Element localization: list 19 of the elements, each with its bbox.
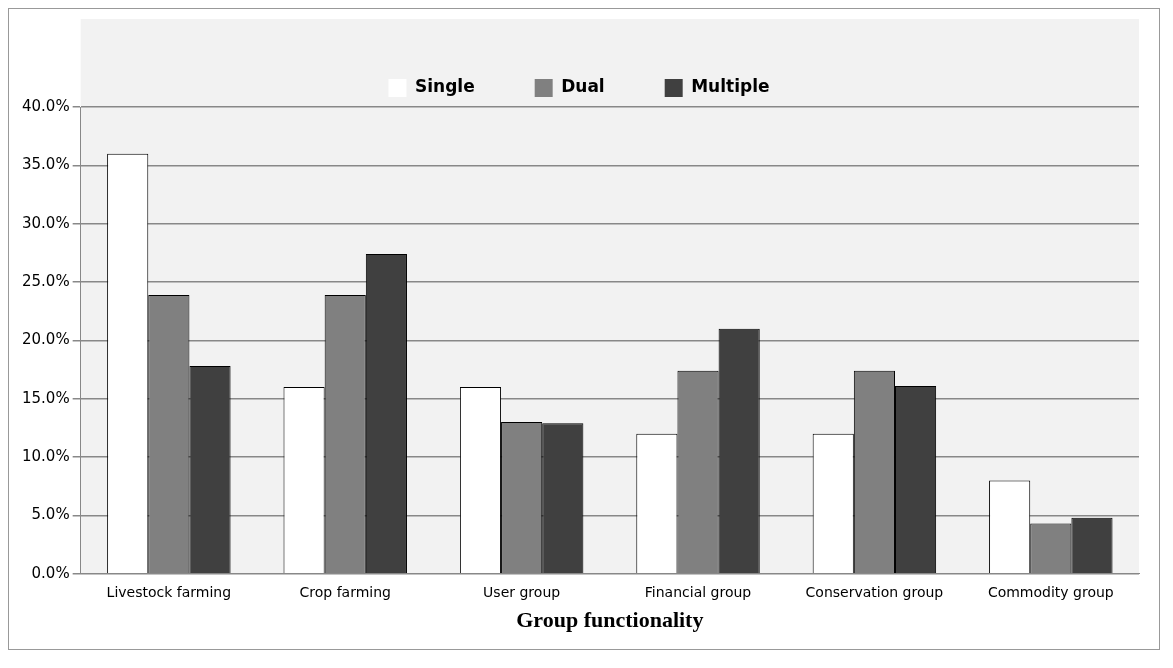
y-tick-label: 5.0% [31,505,70,524]
y-tick-label: 0.0% [31,563,70,582]
y-tick-label: 25.0% [22,271,70,290]
y-tick-label: 30.0% [22,213,70,232]
x-tick-label: Livestock farming [106,583,232,600]
x-tick-label: Commodity group [987,583,1114,600]
y-tick-label: 35.0% [22,155,70,174]
y-tick-label: 15.0% [22,388,70,407]
x-axis-title: Group functionality [516,607,704,633]
x-tick-label: Crop farming [299,583,391,600]
legend-label: Single [414,76,475,97]
y-tick-label: 20.0% [22,330,70,349]
x-tick-label: User group [483,583,561,600]
legend-label: Dual [561,76,605,97]
y-tick-label: 40.0% [22,96,70,115]
x-tick-label: Financial group [644,583,752,600]
legend-label: Multiple [691,76,770,97]
x-tick-label: Conservation group [805,583,944,600]
y-tick-label: 10.0% [22,446,70,465]
